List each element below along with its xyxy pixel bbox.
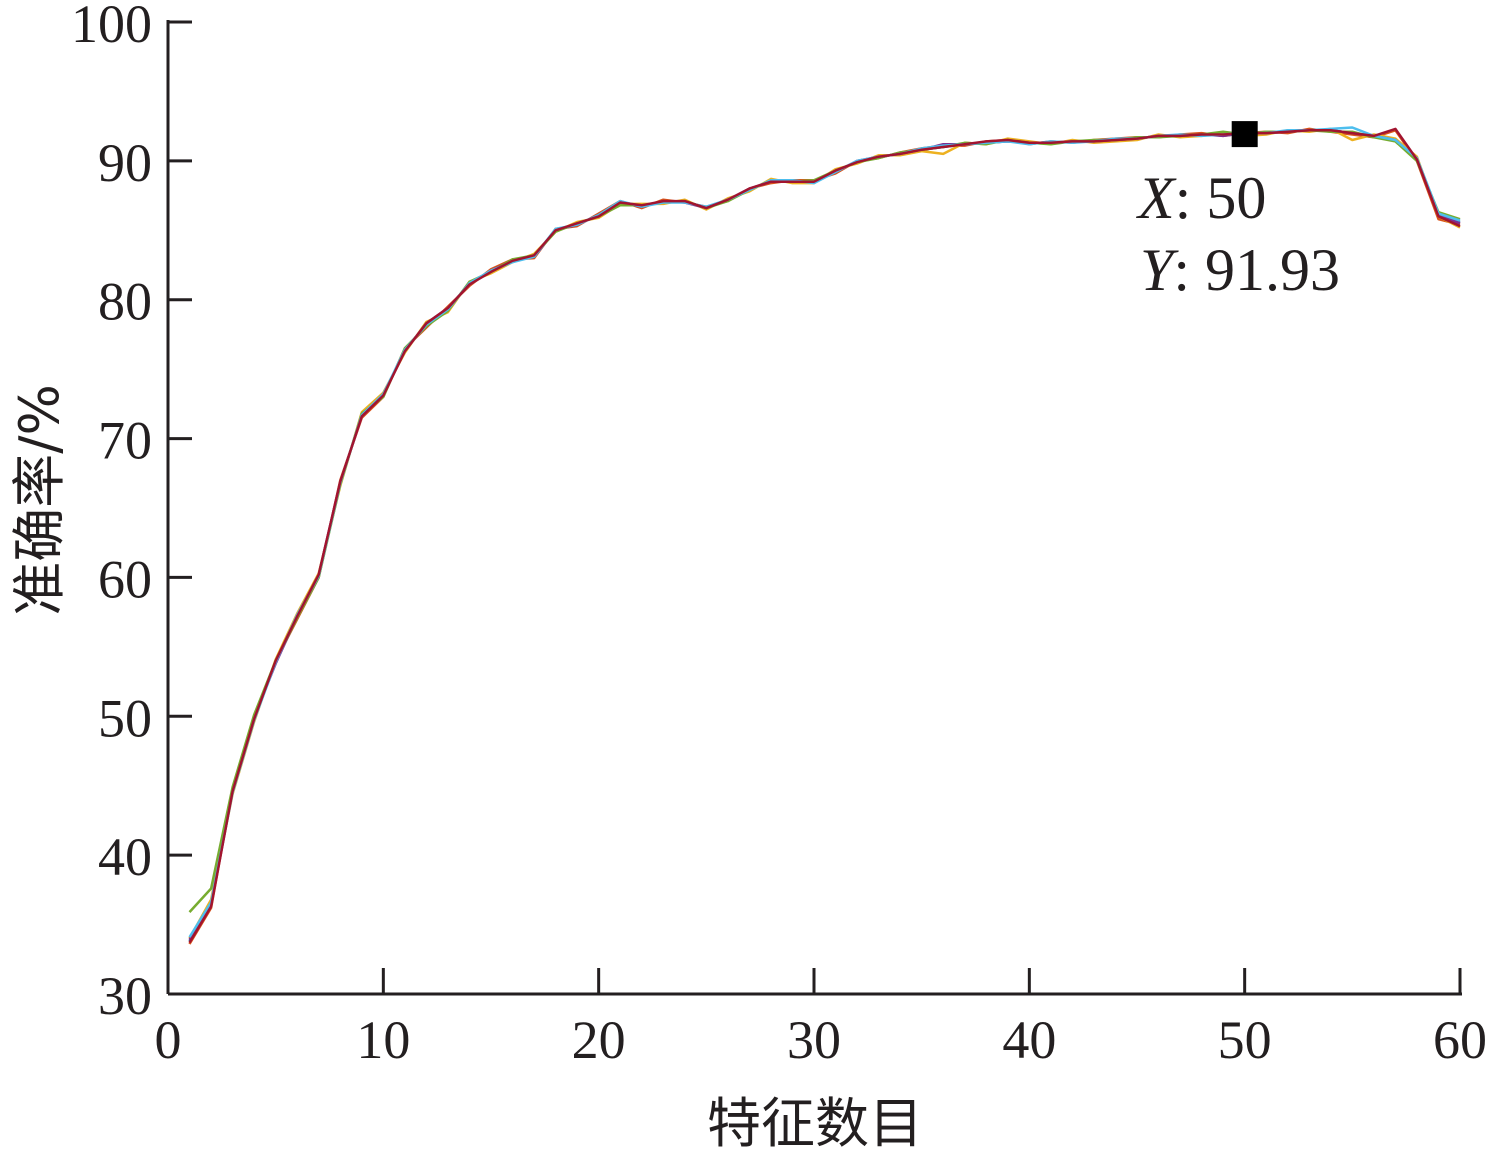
datatip-x-value: 50 bbox=[1206, 165, 1266, 231]
y-tick-label: 30 bbox=[98, 966, 152, 1026]
y-tick-label: 70 bbox=[98, 411, 152, 471]
x-tick-label: 30 bbox=[787, 1010, 841, 1070]
y-tick-label: 50 bbox=[98, 688, 152, 748]
x-tick-label: 20 bbox=[572, 1010, 626, 1070]
x-ticks: 0 10 20 30 40 50 60 bbox=[155, 968, 1487, 1070]
x-tick-label: 40 bbox=[1002, 1010, 1056, 1070]
datatip-y-key: Y bbox=[1140, 237, 1179, 303]
x-tick-label: 60 bbox=[1433, 1010, 1487, 1070]
x-axis-label: 特征数目 bbox=[707, 1092, 923, 1152]
y-tick-label: 90 bbox=[98, 133, 152, 193]
x-tick-label: 0 bbox=[155, 1010, 182, 1070]
y-tick-label: 40 bbox=[98, 827, 152, 887]
axes-layer bbox=[166, 20, 1462, 996]
datatip-x-line: X: 50 bbox=[1136, 165, 1266, 231]
series-layer bbox=[188, 126, 1461, 945]
y-tick-label: 80 bbox=[98, 272, 152, 332]
y-ticks: 30 40 50 60 70 80 90 100 bbox=[71, 0, 192, 1026]
y-axis-label: 准确率/% bbox=[8, 384, 71, 616]
datatip-y-value: 91.93 bbox=[1205, 237, 1340, 303]
datatip-x-sep: : bbox=[1175, 165, 1207, 231]
y-tick-label: 60 bbox=[98, 549, 152, 609]
datatip: X: 50 Y: 91.93 bbox=[1136, 121, 1340, 303]
datatip-y-line: Y: 91.93 bbox=[1140, 237, 1340, 303]
y-tick-label: 100 bbox=[71, 0, 152, 54]
datatip-x-key: X bbox=[1136, 165, 1177, 231]
x-tick-label: 10 bbox=[356, 1010, 410, 1070]
x-tick-label: 50 bbox=[1218, 1010, 1272, 1070]
datatip-marker bbox=[1231, 121, 1258, 148]
datatip-y-sep: : bbox=[1173, 237, 1205, 303]
